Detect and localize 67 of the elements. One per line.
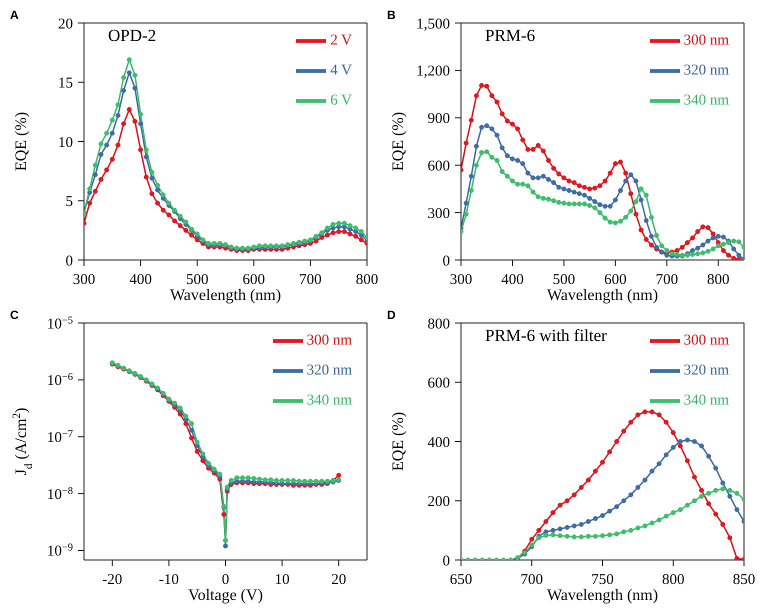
x-tick-label: 700 — [299, 272, 322, 288]
legend-label: 340 nm — [306, 392, 352, 408]
text: B — [387, 8, 396, 22]
x-tick-label: -10 — [158, 572, 179, 588]
y-tick-label: 900 — [428, 111, 450, 128]
y-tick-label: 10 — [58, 134, 73, 151]
y-tick-label: 0 — [442, 553, 450, 570]
legend-label: 4 V — [330, 62, 352, 78]
y-tick-label: 400 — [428, 434, 450, 451]
x-tick-label: 400 — [129, 272, 152, 288]
y-tick-label: 10$^{−9}$ — [46, 542, 73, 560]
y-tick-label: 0 — [442, 253, 450, 270]
y-tick-label: 5 — [66, 194, 73, 210]
text: C — [10, 308, 19, 322]
x-tick-label: 800 — [356, 272, 378, 288]
x-tick-label: 750 — [591, 572, 614, 588]
x-axis-title: Voltage (V) — [188, 587, 263, 604]
x-tick-label: 850 — [732, 572, 756, 588]
text: A — [10, 8, 19, 22]
y-tick-label: 800 — [428, 316, 450, 332]
legend-label: 340 nm — [684, 92, 729, 108]
legend-label: 320 nm — [306, 362, 352, 378]
y-axis-title: EQE (%) — [13, 112, 30, 172]
y-tick-label: 300 — [428, 206, 450, 222]
annotation: PRM-6 — [485, 26, 536, 46]
legend-label: 300 nm — [684, 32, 729, 48]
legend-label: 2 V — [330, 32, 352, 48]
annotation: OPD-2 — [108, 26, 156, 46]
x-axis-title: Wavelength (nm) — [546, 587, 658, 604]
legend-label: 320 nm — [684, 62, 729, 78]
y-tick-label: 0 — [66, 253, 73, 270]
y-axis-title: EQE (%) — [390, 412, 407, 472]
x-tick-label: 10 — [274, 572, 290, 588]
x-tick-label: 800 — [707, 272, 730, 288]
y-tick-label: 600 — [428, 376, 450, 392]
x-tick-label: 500 — [552, 272, 576, 288]
y-tick-label: 10$^{−7}$ — [46, 428, 73, 446]
x-tick-label: 700 — [656, 272, 678, 288]
x-tick-label: 20 — [331, 572, 346, 588]
x-tick-label: 400 — [501, 272, 524, 288]
legend-label: 320 nm — [684, 362, 729, 378]
y-tick-label: 20 — [58, 16, 73, 32]
y-tick-label: 600 — [428, 158, 450, 174]
x-axis-title: Wavelength (nm) — [170, 287, 282, 304]
y-tick-label: 1,500 — [416, 16, 450, 32]
legend-label: 300 nm — [684, 332, 729, 348]
x-tick-label: 600 — [242, 272, 266, 288]
x-axis-title: Wavelength (nm) — [546, 287, 658, 304]
x-tick-label: 0 — [222, 572, 230, 588]
y-tick-label: 1,200 — [416, 64, 450, 80]
y-tick-label: 10$^{−5}$ — [46, 314, 73, 332]
x-tick-label: 650 — [450, 572, 472, 588]
text: D — [387, 308, 396, 322]
y-tick-label: 200 — [428, 494, 450, 510]
x-tick-label: 600 — [604, 272, 627, 288]
y-tick-label: 10$^{−6}$ — [46, 372, 73, 390]
legend-label: 300 nm — [306, 332, 352, 348]
annotation: PRM-6 with filter — [485, 326, 607, 346]
y-axis-title: EQE (%) — [390, 112, 407, 172]
x-tick-label: 500 — [186, 272, 208, 288]
legend-label: 6 V — [330, 92, 352, 108]
legend-label: 340 nm — [684, 392, 729, 408]
y-tick-label: 15 — [58, 76, 73, 92]
x-tick-label: -20 — [102, 572, 122, 588]
x-tick-label: 700 — [520, 572, 543, 588]
x-tick-label: 800 — [662, 572, 684, 588]
y-tick-label: 10$^{−8}$ — [46, 485, 73, 503]
